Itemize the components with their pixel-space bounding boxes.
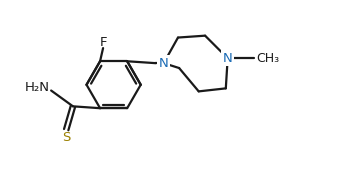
Text: F: F bbox=[99, 36, 107, 49]
Text: H₂N: H₂N bbox=[24, 81, 49, 94]
Text: N: N bbox=[159, 57, 169, 70]
Text: CH₃: CH₃ bbox=[256, 52, 279, 65]
Text: N: N bbox=[159, 57, 169, 70]
Text: S: S bbox=[62, 132, 70, 144]
Text: N: N bbox=[223, 52, 233, 65]
